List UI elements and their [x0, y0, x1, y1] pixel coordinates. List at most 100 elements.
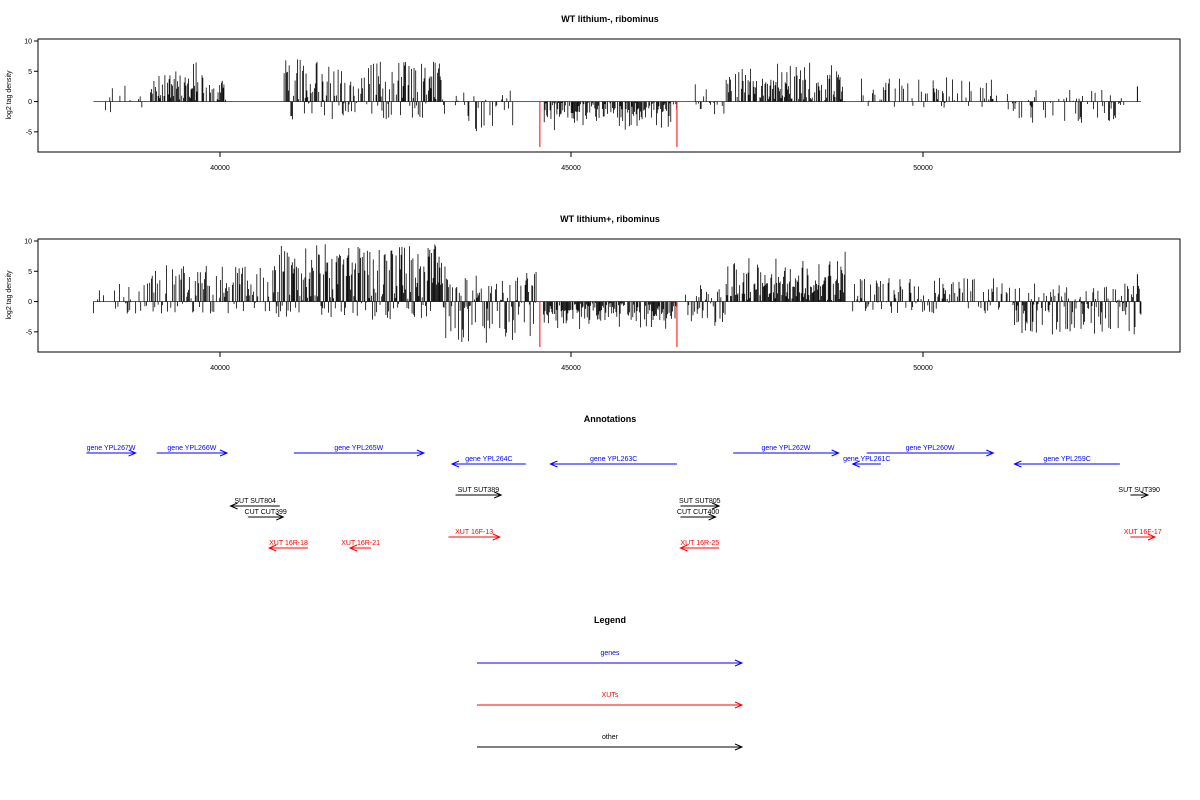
legend-label: XUTs	[602, 692, 619, 699]
y-tick-label: 10	[24, 239, 32, 246]
x-tick-label: 50000	[913, 165, 933, 172]
arrowhead-icon	[679, 544, 688, 552]
legend-item-other: other	[477, 734, 744, 751]
annotation-feature: SUT SUT390	[1118, 487, 1160, 499]
legend-item-xuts: XUTs	[477, 692, 744, 709]
arrowhead-icon	[348, 544, 358, 552]
arrowhead-icon	[708, 513, 717, 521]
arrowhead-icon	[549, 460, 558, 468]
track-panel-lithium-plus: WT lithium+, ribominus log2 tag density …	[6, 214, 1181, 372]
plot-frame	[37, 238, 1181, 353]
y-tick-label: 5	[28, 69, 32, 76]
arrowhead-icon	[734, 743, 744, 751]
feature-label: XUT 16R-18	[269, 540, 308, 547]
feature-label: XUT 16R-25	[680, 540, 719, 547]
bar-series	[93, 244, 1142, 347]
feature-label: gene YPL266W	[167, 445, 216, 452]
legend-label: other	[602, 734, 619, 741]
y-axis-label: log2 tag density	[6, 270, 13, 320]
annotations-title: Annotations	[584, 414, 637, 424]
annotation-feature: XUT 16F-17	[1124, 529, 1162, 541]
feature-label: SUT SUT805	[679, 498, 721, 505]
feature-label: SUT SUT804	[234, 498, 276, 505]
plot-frame	[37, 38, 1181, 153]
legend-label: genes	[600, 650, 620, 657]
annotations-panel: Annotations gene YPL267W gene YPL266W gene…	[86, 414, 1162, 552]
arrowhead-icon	[276, 513, 285, 521]
annotation-features: gene YPL267W gene YPL266W gene YPL265W gene…	[86, 445, 1162, 552]
arrowhead-icon	[494, 491, 503, 499]
y-tick-label: 10	[24, 39, 32, 46]
y-tick-label: 5	[28, 269, 32, 276]
arrowhead-icon	[1140, 491, 1150, 499]
x-tick-label: 40000	[210, 165, 230, 172]
annotation-feature: XUT 16R-18	[267, 540, 308, 552]
feature-label: SUT SUT390	[1118, 487, 1160, 494]
annotation-feature: SUT SUT805	[679, 498, 721, 510]
feature-label: gene YPL267W	[87, 445, 136, 452]
annotation-feature: gene YPL266W	[156, 445, 229, 457]
annotation-feature: gene YPL260W	[866, 445, 995, 457]
x-axis: 40000 45000 50000	[210, 352, 933, 372]
y-axis-label: log2 tag density	[6, 70, 13, 120]
feature-label: gene YPL264C	[465, 456, 512, 463]
arrowhead-icon	[267, 544, 277, 552]
annotation-feature: gene YPL267W	[86, 445, 137, 457]
feature-label: XUT 16F-17	[1124, 529, 1162, 536]
feature-label: XUT 16R-21	[341, 540, 380, 547]
feature-label: gene YPL260W	[906, 445, 955, 452]
x-tick-label: 40000	[210, 365, 230, 372]
annotation-feature: XUT 16F-13	[448, 529, 502, 541]
y-axis: -5 0 5 10	[24, 39, 38, 136]
annotation-feature: gene YPL262W	[733, 445, 840, 457]
arrowhead-icon	[492, 533, 502, 541]
x-tick-label: 45000	[561, 365, 581, 372]
feature-label: SUT SUT389	[458, 487, 500, 494]
annotation-feature: SUT SUT804	[229, 498, 280, 510]
feature-label: gene YPL259C	[1043, 456, 1090, 463]
annotation-feature: SUT SUT389	[455, 487, 503, 499]
y-tick-label: -5	[26, 129, 32, 136]
feature-label: gene YPL263C	[590, 456, 637, 463]
annotation-feature: CUT CUT400	[677, 509, 719, 521]
y-tick-label: -5	[26, 329, 32, 336]
annotation-feature: gene YPL265W	[293, 445, 426, 457]
arrowhead-icon	[734, 701, 744, 709]
panel-title: WT lithium-, ribominus	[561, 14, 659, 24]
y-tick-label: 0	[28, 299, 32, 306]
x-tick-label: 50000	[913, 365, 933, 372]
x-tick-label: 45000	[561, 165, 581, 172]
arrowhead-icon	[416, 449, 426, 457]
arrowhead-icon	[986, 449, 995, 457]
feature-label: gene YPL265W	[334, 445, 383, 452]
legend-title: Legend	[594, 615, 626, 625]
feature-label: gene YPL262W	[761, 445, 810, 452]
annotation-feature: gene YPL259C	[1013, 456, 1120, 468]
panel-title: WT lithium+, ribominus	[560, 214, 660, 224]
x-axis: 40000 45000 50000	[210, 152, 933, 172]
annotation-feature: gene YPL264C	[450, 456, 526, 468]
arrowhead-icon	[711, 502, 721, 510]
bar-series	[93, 59, 1141, 147]
arrowhead-icon	[229, 502, 238, 510]
track-panel-lithium-minus: WT lithium-, ribominus log2 tag density …	[6, 14, 1181, 172]
arrowhead-icon	[1013, 460, 1022, 468]
annotation-feature: CUT CUT399	[245, 509, 287, 521]
feature-label: XUT 16F-13	[455, 529, 493, 536]
annotation-feature: gene YPL263C	[549, 456, 677, 468]
annotation-feature: XUT 16R-21	[341, 540, 380, 552]
legend-item-genes: genes	[477, 650, 744, 667]
arrowhead-icon	[219, 449, 229, 457]
arrowhead-icon	[851, 460, 860, 468]
arrowhead-icon	[734, 659, 744, 667]
legend: Legend genes XUTs other	[477, 615, 744, 751]
y-tick-label: 0	[28, 99, 32, 106]
annotation-feature: XUT 16R-25	[679, 540, 719, 552]
y-axis: -5 0 5 10	[24, 239, 38, 336]
arrowhead-icon	[1147, 533, 1157, 541]
arrowhead-icon	[128, 449, 137, 457]
arrowhead-icon	[831, 449, 840, 457]
arrowhead-icon	[450, 460, 460, 468]
feature-label: CUT CUT400	[677, 509, 719, 516]
